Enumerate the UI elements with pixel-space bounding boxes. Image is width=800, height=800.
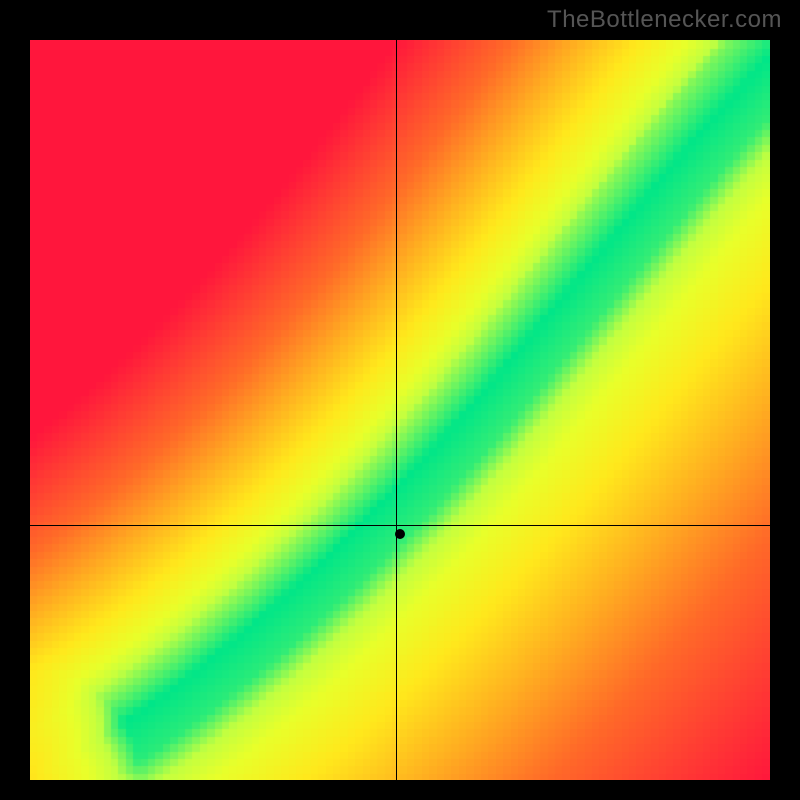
crosshair-vertical <box>396 40 397 780</box>
chart-container: TheBottlenecker.com <box>0 0 800 800</box>
bottleneck-heatmap <box>30 40 770 780</box>
selection-marker <box>395 529 405 539</box>
crosshair-horizontal <box>30 525 770 526</box>
watermark-text: TheBottlenecker.com <box>547 6 782 34</box>
